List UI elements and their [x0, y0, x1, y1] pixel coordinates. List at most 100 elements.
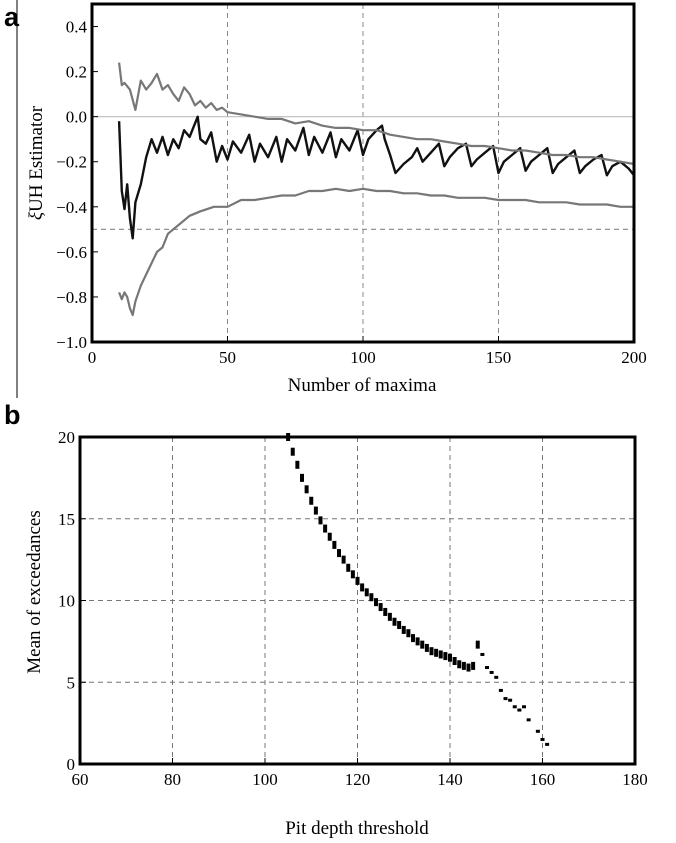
y-tick-label: −0.4: [56, 198, 87, 217]
x-tick-label: 140: [437, 770, 463, 789]
panel-a-ticks: 0 50 100 150 200 −1.0 −0.8 −0.6 −0.4 −0.2 0.0 0.2 0.…: [56, 18, 647, 367]
y-tick-label: 0.0: [66, 108, 87, 127]
x-tick-label: 120: [345, 770, 371, 789]
y-tick-label: 0.2: [66, 63, 87, 82]
series-line-upper-bound: [118, 62, 635, 166]
y-tick-label: 10: [58, 592, 75, 611]
x-tick-label: 160: [530, 770, 556, 789]
panel-b-y-axis-label: Mean of exceedances: [24, 510, 45, 674]
x-tick-label: 50: [219, 348, 236, 367]
panel-a-y-axis-label-greek: ξ: [26, 211, 47, 220]
data-point: [517, 708, 522, 712]
data-point: [461, 661, 466, 670]
x-tick-label: 180: [622, 770, 648, 789]
data-point: [350, 570, 355, 579]
data-point: [512, 705, 517, 709]
data-point: [545, 742, 550, 746]
data-point: [397, 621, 402, 630]
data-point: [420, 640, 425, 649]
data-point: [498, 688, 503, 692]
x-tick-label: 100: [252, 770, 278, 789]
data-point: [378, 603, 383, 612]
x-tick-label: 0: [88, 348, 97, 367]
data-point: [337, 549, 341, 558]
data-point: [327, 532, 332, 541]
data-point: [401, 625, 406, 634]
y-tick-label: −0.8: [56, 288, 87, 307]
y-tick-label: 0.4: [66, 18, 88, 37]
panel-a-x-axis-label: Number of maxima: [288, 375, 437, 396]
data-point: [443, 652, 448, 661]
data-point: [341, 555, 346, 564]
data-point: [309, 496, 314, 505]
data-point: [480, 652, 485, 656]
data-point: [540, 737, 545, 741]
y-tick-label: 20: [58, 428, 75, 447]
panel-a-series: [117, 62, 635, 317]
data-point: [374, 598, 378, 607]
data-point: [415, 637, 420, 646]
x-tick-label: 100: [350, 348, 376, 367]
data-point: [489, 670, 494, 674]
data-point: [300, 473, 304, 482]
data-point: [392, 617, 397, 626]
y-tick-label: −1.0: [56, 333, 87, 352]
panel-b-grid: [80, 437, 635, 764]
panel-b-x-axis-label: Pit depth threshold: [285, 818, 429, 839]
y-tick-label: −0.2: [56, 153, 87, 172]
data-point: [448, 653, 452, 662]
data-point: [318, 516, 323, 525]
x-tick-label: 150: [486, 348, 512, 367]
y-tick-label: −0.6: [56, 243, 87, 262]
data-point: [526, 718, 531, 722]
panel-a-label: a: [4, 2, 20, 32]
panel-a: a 0 50 100 150 200 −1.0 −0.8 −0.6 −0.4 −0.2 0.0 0.2…: [4, 0, 647, 398]
data-point: [471, 661, 476, 670]
x-tick-label: 200: [621, 348, 647, 367]
y-tick-label: 0: [67, 755, 76, 774]
data-point: [466, 663, 471, 672]
data-point: [332, 540, 337, 549]
data-point: [522, 705, 526, 709]
panel-b-points: [286, 433, 550, 746]
data-point: [364, 588, 369, 597]
data-point: [503, 697, 508, 701]
data-point: [494, 675, 499, 679]
data-point: [313, 506, 318, 515]
data-point: [452, 656, 457, 665]
panel-a-y-axis-label: ξUH Estimator: [26, 105, 47, 220]
data-point: [424, 643, 429, 652]
data-point: [508, 698, 513, 702]
data-point: [387, 612, 392, 621]
data-point: [475, 640, 480, 649]
panel-b: b 60 80 100 120 140 160 180 0 5 10 15 20 Pit depth …: [4, 400, 648, 839]
panel-a-grid: [92, 4, 634, 342]
data-point: [535, 729, 540, 733]
data-point: [369, 593, 374, 602]
data-point: [411, 634, 415, 643]
data-point: [485, 666, 489, 670]
x-tick-label: 60: [72, 770, 89, 789]
data-point: [346, 563, 351, 572]
y-tick-label: 5: [67, 673, 76, 692]
panel-a-y-axis-label-text: UH Estimator: [26, 105, 47, 212]
data-point: [406, 629, 411, 638]
data-point: [295, 460, 300, 469]
data-point: [383, 607, 388, 616]
data-point: [429, 647, 434, 656]
data-point: [355, 576, 360, 585]
data-point: [438, 650, 443, 659]
series-line-lower-bound: [118, 187, 634, 317]
data-point: [360, 583, 365, 592]
panel-b-ticks: 60 80 100 120 140 160 180 0 5 10 15 20: [58, 428, 648, 789]
data-point: [434, 648, 439, 657]
data-point: [323, 524, 328, 533]
y-tick-label: 15: [58, 510, 75, 529]
data-point: [290, 447, 295, 456]
panel-b-label: b: [4, 400, 21, 430]
data-point: [457, 660, 462, 669]
x-tick-label: 80: [164, 770, 181, 789]
data-point: [304, 485, 309, 494]
series-line-estimate: [117, 115, 635, 240]
